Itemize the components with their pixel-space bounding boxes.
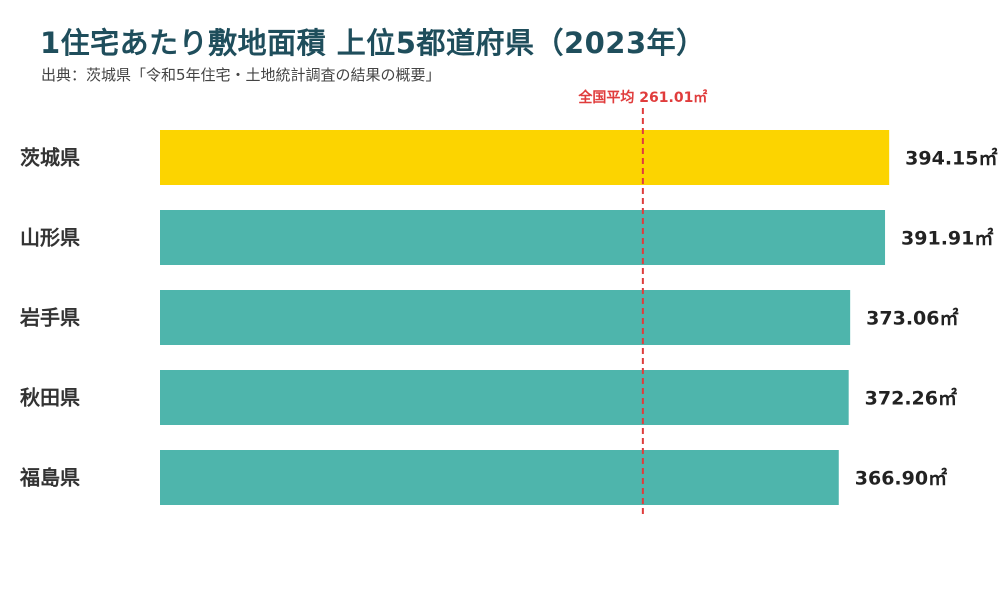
value-label-4: 372.26㎡ (865, 387, 957, 410)
chart-title: 1住宅あたり敷地面積 上位5都道府県（2023年） (40, 26, 706, 60)
bar-2 (160, 210, 886, 265)
value-label-2: 391.91㎡ (901, 227, 993, 250)
bar-5 (160, 450, 839, 505)
chart-source: 出典：茨城県「令和5年住宅・土地統計調査の結果の概要」 (41, 66, 441, 84)
value-label-5: 366.90㎡ (855, 467, 947, 490)
category-label-2: 山形県 (20, 226, 80, 250)
bar-1 (160, 130, 890, 185)
bar-4 (160, 370, 849, 425)
category-label-3: 岩手県 (19, 306, 80, 330)
bar-3 (160, 290, 851, 345)
category-label-4: 秋田県 (20, 386, 80, 410)
average-label: 全国平均 261.01㎡ (577, 89, 707, 106)
value-label-3: 373.06㎡ (866, 307, 958, 330)
category-label-5: 福島県 (19, 466, 80, 490)
value-label-1: 394.15㎡ (905, 147, 997, 170)
category-label-1: 茨城県 (20, 146, 80, 170)
